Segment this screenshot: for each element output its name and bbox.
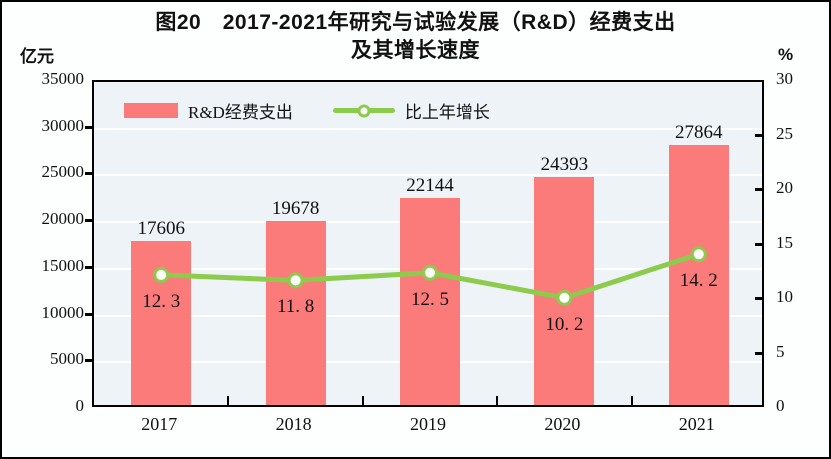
line-marker-icon bbox=[422, 264, 438, 281]
bar bbox=[668, 144, 729, 405]
legend-line-label: 比上年增长 bbox=[404, 103, 490, 122]
axis-tick-label-left: 5000 bbox=[50, 349, 84, 369]
axis-tick-label-left: 30000 bbox=[41, 115, 85, 135]
growth-value-label: 10. 2 bbox=[545, 313, 584, 335]
legend-bar-label: R&D经费支出 bbox=[188, 103, 293, 122]
x-axis-boundary-tick bbox=[361, 396, 364, 405]
left-axis-tick bbox=[85, 312, 92, 316]
bar-value-label: 27864 bbox=[675, 121, 723, 143]
x-axis-label: 2021 bbox=[678, 414, 715, 434]
left-axis-tick bbox=[85, 125, 92, 129]
x-axis-boundary-tick bbox=[496, 396, 499, 405]
line-marker-icon bbox=[287, 272, 304, 289]
right-axis-unit: % bbox=[778, 45, 794, 64]
legend-marker-icon bbox=[357, 104, 371, 117]
legend-line-swatch bbox=[332, 104, 395, 117]
gridline bbox=[94, 174, 762, 177]
axis-tick-label-right: 20 bbox=[776, 178, 793, 197]
growth-value-label: 12. 5 bbox=[411, 288, 449, 310]
axis-tick-label-left: 20000 bbox=[41, 209, 85, 229]
growth-value-label: 12. 3 bbox=[142, 290, 181, 312]
right-axis-tick bbox=[755, 242, 764, 246]
axis-tick-label-right: 25 bbox=[776, 123, 793, 143]
axis-tick-label-right: 30 bbox=[776, 69, 793, 88]
x-axis-label: 2020 bbox=[544, 414, 581, 434]
axis-tick-label-right: 5 bbox=[776, 341, 785, 361]
growth-value-label: 11. 8 bbox=[276, 296, 315, 318]
chart-title-line1: 图20 2017-2021年研究与试验发展（R&D）经费支出 bbox=[155, 11, 676, 34]
gridline bbox=[94, 127, 762, 130]
right-axis-tick bbox=[755, 297, 764, 300]
axis-tick-label-right: 10 bbox=[776, 287, 793, 306]
x-axis-label: 2018 bbox=[275, 414, 312, 434]
x-axis-label: 2019 bbox=[410, 414, 446, 434]
bar bbox=[265, 221, 326, 405]
growth-line-layer bbox=[153, 246, 707, 306]
legend-bar-swatch bbox=[124, 103, 178, 118]
growth-value-label: 14. 2 bbox=[679, 270, 718, 292]
x-axis-boundary-tick bbox=[227, 396, 230, 405]
axis-tick-label-left: 35000 bbox=[41, 69, 85, 88]
line-marker-icon bbox=[153, 266, 170, 283]
axis-tick-label-left: 15000 bbox=[41, 255, 85, 275]
chart-title: 图20 2017-2021年研究与试验发展（R&D）经费支出 及其增长速度 bbox=[2, 9, 829, 65]
bar-value-label: 22144 bbox=[406, 175, 454, 197]
right-axis-tick bbox=[755, 133, 764, 137]
bar-value-label: 17606 bbox=[137, 217, 185, 239]
bar-value-label: 19678 bbox=[271, 198, 320, 220]
left-axis-tick bbox=[85, 219, 92, 223]
axis-tick-label-left: 25000 bbox=[41, 162, 85, 182]
chart-title-line2: 及其增长速度 bbox=[351, 39, 480, 62]
left-axis-tick bbox=[85, 172, 92, 176]
left-axis-tick bbox=[85, 359, 92, 363]
axis-tick-label-left: 0 bbox=[75, 396, 85, 415]
axis-tick-label-right: 0 bbox=[776, 396, 785, 415]
right-axis-tick bbox=[755, 351, 764, 355]
legend: R&D经费支出 比上年增长 bbox=[124, 98, 490, 123]
plot-area: R&D经费支出 比上年增长 17606 19678 22144 24393 27864 1… bbox=[92, 80, 764, 407]
axis-tick-label-left: 10000 bbox=[41, 302, 85, 322]
bar-value-label: 24393 bbox=[540, 154, 589, 176]
left-axis-unit: 亿元 bbox=[20, 47, 54, 66]
right-axis-tick bbox=[755, 188, 764, 191]
bar bbox=[400, 198, 460, 405]
line-marker-icon bbox=[556, 289, 573, 306]
axis-tick-label-right: 15 bbox=[776, 232, 793, 252]
x-axis-label: 2017 bbox=[141, 414, 178, 434]
x-axis-boundary-tick bbox=[630, 396, 633, 405]
left-axis-tick bbox=[85, 265, 92, 269]
line-marker-icon bbox=[690, 246, 707, 263]
